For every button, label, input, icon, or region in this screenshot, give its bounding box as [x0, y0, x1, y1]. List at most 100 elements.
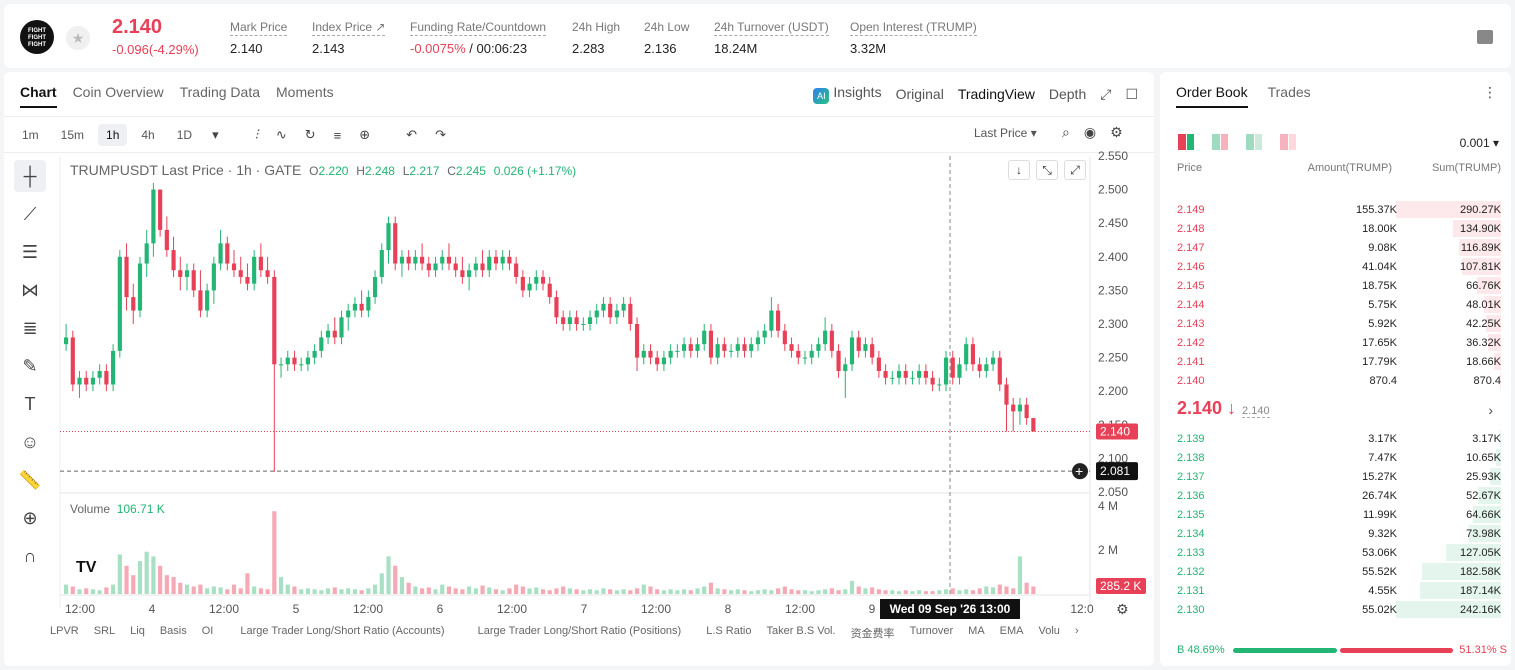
stat-index-price[interactable]: Index Price ↗ 2.143 [312, 18, 386, 56]
tab-tradingview[interactable]: TradingView [957, 86, 1035, 102]
search-icon[interactable]: ⌕ [1062, 124, 1070, 140]
view-both-icon[interactable] [1178, 134, 1194, 150]
bid-row[interactable]: 2.130 55.02K 242.16K [1160, 600, 1511, 619]
chevron-down-icon[interactable]: ▾ [212, 127, 219, 142]
indicator-item[interactable]: EMA [999, 625, 1024, 637]
ruler-icon[interactable]: 📏 [18, 470, 42, 490]
stat-24h-turnover[interactable]: 24h Turnover (USDT) 18.24M [714, 18, 829, 56]
candle-body [742, 344, 747, 351]
interval-1m[interactable]: 1m [22, 128, 39, 142]
text-icon[interactable]: T [24, 394, 36, 414]
tab-trading-data[interactable]: Trading Data [179, 84, 261, 100]
stat-mark-price[interactable]: Mark Price 2.140 [230, 18, 288, 56]
ask-row[interactable]: 2.148 18.00K 134.90K [1160, 219, 1511, 238]
interval-15m[interactable]: 15m [60, 128, 85, 142]
bid-row[interactable]: 2.135 11.99K 64.66K [1160, 505, 1511, 524]
tab-insights[interactable]: AI Insights [813, 84, 882, 104]
depth-bar [1452, 220, 1501, 237]
bid-row[interactable]: 2.138 7.47K 10.65K [1160, 448, 1511, 467]
tab-moments[interactable]: Moments [276, 84, 334, 100]
indicator-item[interactable]: Large Trader Long/Short Ratio (Accounts) [240, 625, 445, 637]
book-icon[interactable] [1477, 30, 1493, 44]
tab-chart[interactable]: Chart [20, 84, 57, 108]
view-asks-icon[interactable] [1246, 134, 1262, 150]
indicator-item[interactable]: Liq [130, 625, 145, 637]
indicator-item[interactable]: 资金费率 [850, 628, 895, 640]
emoji-icon[interactable]: ☺ [20, 432, 40, 452]
view-alt-icon[interactable] [1280, 134, 1296, 150]
brush-icon[interactable]: ✎ [22, 356, 38, 376]
indicator-item[interactable]: LPVR [50, 625, 79, 637]
bid-row[interactable]: 2.133 53.06K 127.05K [1160, 543, 1511, 562]
chevron-right-icon[interactable]: › [1488, 402, 1493, 418]
volume-tick-label: 4 M [1098, 499, 1118, 513]
indicator-item[interactable]: OI [201, 625, 214, 637]
interval-4h[interactable]: 4h [141, 128, 155, 142]
crosshair-icon[interactable]: ┼ [14, 160, 46, 192]
stat-funding-rate[interactable]: Funding Rate/Countdown -0.0075% / 00:06:2… [410, 18, 547, 56]
tab-original[interactable]: Original [895, 86, 944, 102]
ask-row[interactable]: 2.140 870.4 870.4 [1160, 371, 1511, 390]
fullscreen-icon[interactable]: ⤢ [1100, 85, 1112, 102]
tab-depth[interactable]: Depth [1048, 86, 1087, 102]
indicator-item[interactable]: L.S Ratio [706, 625, 752, 637]
undo-icon[interactable]: ↶ [406, 127, 418, 142]
ask-row[interactable]: 2.141 17.79K 18.66K [1160, 352, 1511, 371]
interval-1d[interactable]: 1D [176, 128, 193, 142]
candle-type-icon[interactable]: ⫶ [254, 127, 258, 142]
stat-open-interest[interactable]: Open Interest (TRUMP) 3.32M [850, 18, 977, 56]
expand-icon[interactable]: ⤢ [1064, 160, 1086, 180]
ask-row[interactable]: 2.149 155.37K 290.27K [1160, 200, 1511, 219]
indicator-item[interactable]: Large Trader Long/Short Ratio (Positions… [477, 625, 682, 637]
indicator-item[interactable]: Basis [159, 625, 187, 637]
indicator-item[interactable]: Turnover [909, 625, 954, 637]
window-icon[interactable]: ☐ [1125, 85, 1138, 102]
indicator-icon[interactable]: ∿ [275, 127, 287, 142]
tab-order-book[interactable]: Order Book [1176, 84, 1248, 108]
chevron-right-icon[interactable]: › [1074, 625, 1079, 637]
indicator-item[interactable]: SRL [93, 625, 116, 637]
zoom-in-icon[interactable]: ⊕ [22, 508, 38, 528]
bid-row[interactable]: 2.137 15.27K 25.93K [1160, 467, 1511, 486]
bid-row[interactable]: 2.131 4.55K 187.14K [1160, 581, 1511, 600]
volume-bar [964, 589, 969, 594]
volume-bar [601, 588, 606, 594]
bid-row[interactable]: 2.132 55.52K 182.58K [1160, 562, 1511, 581]
gear-icon[interactable]: ⚙ [1110, 124, 1123, 140]
ask-row[interactable]: 2.144 5.75K 48.01K [1160, 295, 1511, 314]
redo-icon[interactable]: ↷ [435, 127, 446, 142]
arrow-down-icon[interactable]: ↓ [1008, 160, 1030, 180]
interval-1h[interactable]: 1h [98, 124, 128, 146]
bid-row[interactable]: 2.136 26.74K 52.67K [1160, 486, 1511, 505]
refresh-icon[interactable]: ↻ [304, 127, 316, 142]
tab-trades[interactable]: Trades [1267, 84, 1311, 100]
precision-select[interactable]: 0.001 ▾ [1459, 136, 1499, 150]
more-icon[interactable]: ⋮ [1483, 84, 1497, 100]
indicator-item[interactable]: Volu [1038, 625, 1060, 637]
ask-row[interactable]: 2.145 18.75K 66.76K [1160, 276, 1511, 295]
candlestick-chart[interactable]: 2.550 2.500 2.450 2.400 2.350 2.300 2.250 2.200… [4, 72, 1154, 666]
bid-row[interactable]: 2.139 3.17K 3.17K [1160, 429, 1511, 448]
candle-body [460, 270, 465, 277]
camera-icon[interactable]: ◉ [1083, 124, 1097, 140]
pattern-icon[interactable]: ⋈ [21, 280, 39, 300]
bid-row[interactable]: 2.134 9.32K 73.98K [1160, 524, 1511, 543]
collapse-icon[interactable]: ⤡ [1036, 160, 1058, 180]
ask-row[interactable]: 2.142 17.65K 36.32K [1160, 333, 1511, 352]
tab-coin-overview[interactable]: Coin Overview [72, 84, 164, 100]
ask-row[interactable]: 2.146 41.04K 107.81K [1160, 257, 1511, 276]
indicator-item[interactable]: MA [968, 625, 985, 637]
candle-body [977, 364, 982, 372]
trendline-icon[interactable]: ⟋ [23, 204, 37, 224]
favorite-star-icon[interactable]: ★ [66, 26, 90, 50]
template-icon[interactable]: ≡ [333, 127, 342, 143]
add-indicator-icon[interactable]: ⊕ [359, 127, 371, 142]
fib-icon[interactable]: ≣ [22, 318, 38, 338]
magnet-icon[interactable]: ∩ [23, 546, 37, 566]
horizontal-lines-icon[interactable]: ☰ [21, 242, 39, 262]
view-bids-icon[interactable] [1212, 134, 1228, 150]
ask-row[interactable]: 2.147 9.08K 116.89K [1160, 238, 1511, 257]
indicator-item[interactable]: Taker B.S Vol. [766, 625, 836, 637]
ask-row[interactable]: 2.143 5.92K 42.25K [1160, 314, 1511, 333]
price-type-select[interactable]: Last Price ▾ [974, 126, 1037, 140]
